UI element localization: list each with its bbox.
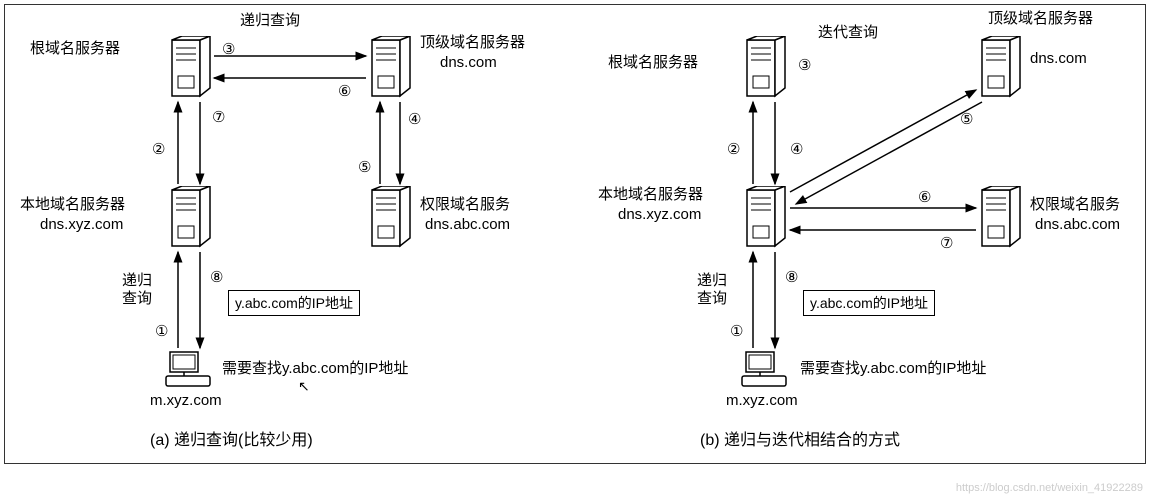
client-pc-icon (164, 350, 212, 390)
client-text-a: 需要查找y.abc.com的IP地址 (222, 360, 408, 378)
cursor-icon: ↖ (298, 378, 310, 395)
title-a: 递归查询 (240, 12, 300, 30)
root-label-a: 根域名服务器 (30, 40, 120, 58)
ip-box-a: y.abc.com的IP地址 (228, 290, 360, 316)
step5-a: ⑤ (358, 158, 371, 176)
step5-b: ⑤ (960, 110, 973, 128)
step6-b: ⑥ (918, 188, 931, 206)
tld-label1-b: 顶级域名服务器 (988, 10, 1093, 28)
step8-a: ⑧ (210, 268, 223, 286)
auth-server-icon-b (980, 186, 1022, 250)
tld-server-icon-b (980, 36, 1022, 100)
recursive-label-b-text: 递归 查询 (697, 272, 727, 307)
root-server-icon (170, 36, 212, 100)
auth-label1-b: 权限域名服务 (1030, 196, 1120, 214)
recursive-label-a: 递归 查询 (122, 272, 154, 308)
root-label-b: 根域名服务器 (608, 54, 698, 72)
step8-b: ⑧ (785, 268, 798, 286)
recursive-label-a-text: 递归 查询 (122, 272, 152, 307)
client-label-b: m.xyz.com (726, 392, 798, 410)
step6-a: ⑥ (338, 82, 351, 100)
step2-b: ② (727, 140, 740, 158)
ip-box-a-text: y.abc.com的IP地址 (235, 295, 353, 311)
client-label-a: m.xyz.com (150, 392, 222, 410)
local-server-icon (170, 186, 212, 250)
step4-b: ④ (790, 140, 803, 158)
local-label1-b: 本地域名服务器 (598, 186, 703, 204)
title-b: 迭代查询 (818, 24, 878, 42)
step1-a: ① (155, 322, 168, 340)
local-label2-b: dns.xyz.com (618, 206, 701, 224)
root-server-icon-b (745, 36, 787, 100)
caption-a: (a) 递归查询(比较少用) (150, 426, 313, 450)
client-pc-icon-b (740, 350, 788, 390)
local-server-icon-b (745, 186, 787, 250)
recursive-label-b: 递归 查询 (697, 272, 729, 308)
client-text-b: 需要查找y.abc.com的IP地址 (800, 360, 986, 378)
step4-a: ④ (408, 110, 421, 128)
tld-label2-b: dns.com (1030, 50, 1087, 68)
step2-a: ② (152, 140, 165, 158)
auth-label2-a: dns.abc.com (425, 216, 510, 234)
caption-b: (b) 递归与迭代相结合的方式 (700, 426, 900, 450)
ip-box-b: y.abc.com的IP地址 (803, 290, 935, 316)
auth-label1-a: 权限域名服务 (420, 196, 510, 214)
ip-box-b-text: y.abc.com的IP地址 (810, 295, 928, 311)
local-label2-a: dns.xyz.com (40, 216, 123, 234)
step3-a: ③ (222, 40, 235, 58)
watermark: https://blog.csdn.net/weixin_41922289 (956, 482, 1143, 494)
auth-server-icon (370, 186, 412, 250)
step1-b: ① (730, 322, 743, 340)
step3-b: ③ (798, 56, 811, 74)
step7-b: ⑦ (940, 234, 953, 252)
step7-a: ⑦ (212, 108, 225, 126)
tld-label1-a: 顶级域名服务器 (420, 34, 525, 52)
auth-label2-b: dns.abc.com (1035, 216, 1120, 234)
tld-label2-a: dns.com (440, 54, 497, 72)
local-label1-a: 本地域名服务器 (20, 196, 125, 214)
tld-server-icon (370, 36, 412, 100)
